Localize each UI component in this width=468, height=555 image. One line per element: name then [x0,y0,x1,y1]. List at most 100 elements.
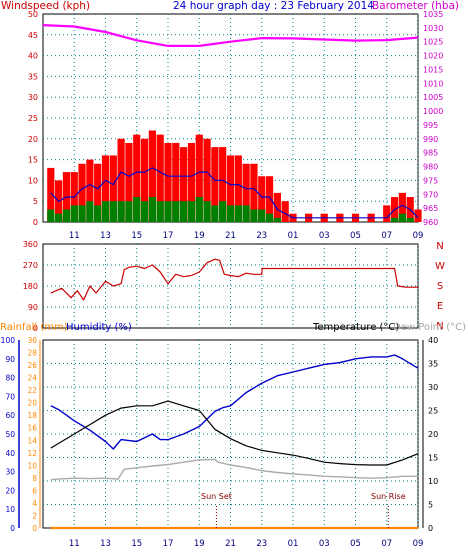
barometer-y-tick-label: 1030 [423,24,443,33]
barometer-y-tick-label: 965 [423,204,438,213]
rainfall-y-tick-label: 14 [27,436,37,445]
compass-label: S [437,281,443,292]
barometer-y-tick-label: 995 [423,121,438,130]
chart-title: 24 hour graph day : 23 February 2014 [173,0,374,12]
wind-average-bar [390,217,399,222]
windspeed-bar [86,159,94,222]
temperature-axis-title: Temperature (°C) [312,322,399,333]
windspeed-bar [195,134,203,222]
wind-y-tick-label: 20 [28,135,38,144]
x-tick-label: 19 [194,231,205,241]
temperature-y-tick-label: 35 [428,360,438,369]
wind-average-bar [187,201,196,222]
temperature-y-tick-label: 20 [428,430,438,439]
direction-y-tick-label: 90 [28,303,38,312]
x-tick-label: 23 [256,539,267,549]
wind-average-bar [195,197,203,222]
barometer-y-tick-label: 1020 [423,52,443,61]
wind-y-tick-label: 0 [33,218,38,227]
windspeed-bar [242,163,250,222]
rainfall-y-tick-label: 6 [32,486,37,495]
barometer-y-tick-label: 1010 [423,79,443,88]
direction-y-tick-label: 0 [33,324,38,333]
wind-average-bar [55,213,63,222]
wind-average-bar [101,201,110,222]
wind-average-bar [242,205,250,222]
wind-average-bar [62,209,71,222]
rainfall-y-tick-label: 20 [27,399,37,408]
temperature-y-tick-label: 15 [428,454,438,463]
windspeed-bar [414,209,422,222]
windspeed-bar [117,138,125,222]
windspeed-bar [47,167,55,222]
humidity-y-tick-label: 20 [5,486,15,495]
x-tick-label: 17 [163,539,174,549]
x-tick-label: 01 [288,231,299,241]
barometer-y-tick-label: 1035 [423,10,443,19]
wind-average-bar [125,201,133,222]
windspeed-bar [211,147,219,222]
rainfall-y-tick-label: 8 [32,474,37,483]
x-tick-label: 19 [194,539,205,549]
temperature-line [50,400,419,466]
wind-average-bar [265,213,274,222]
wind-y-tick-label: 10 [28,176,38,185]
wind-direction-line [50,258,418,301]
windspeed-bar [234,155,242,222]
direction-y-tick-label: 270 [23,261,38,270]
x-tick-label: 13 [100,231,111,241]
wind-y-tick-label: 25 [28,114,38,123]
wind-average-bar [250,209,258,222]
wind-y-tick-label: 35 [28,72,38,81]
humidity-y-tick-label: 10 [5,505,15,514]
x-tick-label: 17 [163,231,174,241]
windspeed-bar [258,176,266,222]
temperature-y-tick-label: 25 [428,407,438,416]
humidity-y-tick-label: 60 [5,411,15,420]
windspeed-bar [94,163,102,222]
windspeed-bar [265,176,274,222]
x-tick-label: 09 [413,539,424,549]
windspeed-axis-title: Windspeed (kph) [1,0,90,12]
compass-label: N [436,241,443,252]
wind-y-tick-label: 5 [33,197,38,206]
barometer-y-tick-label: 960 [423,218,438,227]
barometer-y-tick-label: 1000 [423,107,443,116]
x-tick-label: 09 [413,231,424,241]
windspeed-bar [164,142,172,222]
humidity-y-tick-label: 90 [5,355,15,364]
wind-average-bar [94,205,102,222]
direction-y-tick-label: 180 [23,282,38,291]
wind-y-tick-label: 30 [28,93,38,102]
wind-gust-line [50,167,419,219]
rainfall-y-tick-label: 2 [32,511,37,520]
humidity-y-tick-label: 50 [5,430,15,439]
wind-average-bar [86,201,94,222]
windspeed-bar [226,155,235,222]
wind-average-bar [172,201,180,222]
barometer-y-tick-label: 970 [423,190,438,199]
wind-average-bar [109,201,117,222]
humidity-y-tick-label: 40 [5,449,15,458]
wind-average-bar [133,197,141,222]
x-tick-label: 15 [131,231,142,241]
wind-y-tick-label: 15 [28,156,38,165]
dewpoint-line [50,458,418,481]
rainfall-y-tick-label: 22 [27,386,37,395]
x-tick-label: 21 [225,539,236,549]
wind-average-bar [117,201,125,222]
wind-average-bar [47,209,55,222]
humidity-y-tick-label: 100 [1,336,16,345]
wind-average-bar [148,197,156,222]
x-tick-label: 21 [225,231,236,241]
windspeed-bar [203,138,211,222]
x-tick-label: 07 [381,231,392,241]
rainfall-y-tick-label: 12 [27,449,37,458]
windspeed-bar [250,163,258,222]
windspeed-bar [125,142,133,222]
dewpoint-axis-title: Dew Point (°C) [393,322,466,333]
wind-average-bar [180,201,188,222]
temperature-y-tick-label: 5 [428,501,433,510]
temperature-y-tick-label: 10 [428,477,438,486]
rainfall-y-tick-label: 10 [27,461,37,470]
